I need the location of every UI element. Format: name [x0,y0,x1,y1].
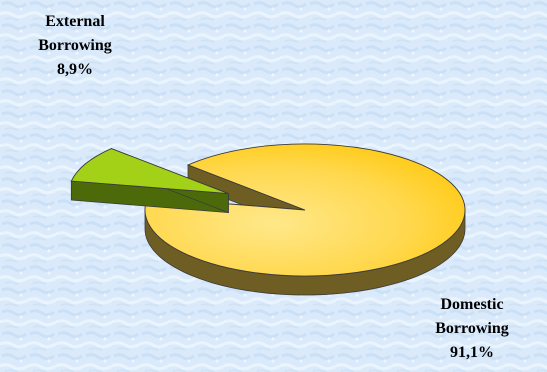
slice-label-external: External Borrowing 8,9% [20,10,130,82]
slice-name-line: Borrowing [38,37,112,54]
slice-name-line: Domestic [440,296,504,313]
slice-top [70,148,229,195]
slice-value-label: 91,1% [450,344,494,361]
pie-slice-domestic [144,143,466,296]
slice-label-domestic: Domestic Borrowing 91,1% [417,293,527,365]
pie-slices [70,143,466,296]
slice-name-line: External [45,13,105,30]
pie-slice-external [70,147,229,214]
slice-name-line: Borrowing [435,320,509,337]
slice-value-label: 8,9% [57,61,93,78]
slice-top [144,143,466,277]
